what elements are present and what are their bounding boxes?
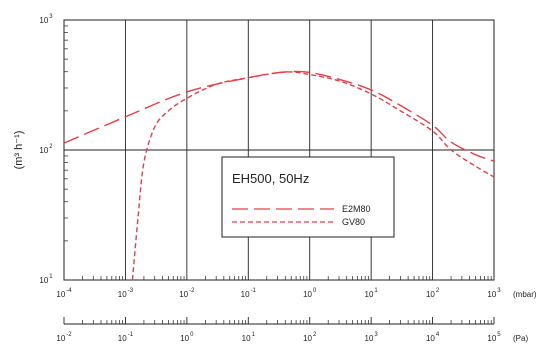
x-axis-mbar-unit: (mbar) (513, 290, 537, 299)
series-layer (63, 70, 495, 281)
y-axis-label: (m³ h⁻¹) (13, 131, 25, 170)
x-pa-tick-label-1: 10-1 (118, 332, 134, 343)
x-mbar-tick-label-0: 10-4 (56, 288, 72, 299)
minor-ticks (64, 25, 492, 280)
y-axis-ticks: 101 102 103 (39, 14, 53, 285)
series-line-gv80 (131, 71, 495, 281)
legend-title: EH500, 50Hz (232, 171, 309, 186)
legend: EH500, 50Hz E2M80 GV80 (221, 156, 395, 238)
legend-label-e2m80: E2M80 (342, 204, 371, 214)
x-pa-tick-label-4: 102 (303, 332, 317, 343)
x-pa-tick-label-7: 105 (487, 332, 501, 343)
x-axis-mbar-ticks: 10-4 10-3 10-2 10-1 100 101 102 103 (56, 288, 501, 299)
x-mbar-tick-label-4: 100 (303, 288, 317, 299)
x-mbar-tick-label-1: 10-3 (118, 288, 134, 299)
x-pa-tick-label-0: 10-2 (56, 332, 72, 343)
y-tick-label-0: 101 (39, 274, 53, 285)
series-line-e2m80 (63, 70, 495, 162)
x-mbar-tick-label-6: 102 (426, 288, 440, 299)
x-pa-tick-label-6: 104 (426, 332, 440, 343)
grid (63, 19, 495, 281)
x-mbar-tick-label-5: 101 (365, 288, 379, 299)
x-axis-pa: 10-2 10-1 100 101 102 103 104 105 (56, 317, 501, 343)
x-pa-tick-label-3: 101 (242, 332, 256, 343)
legend-label-gv80: GV80 (342, 217, 365, 227)
x-mbar-tick-label-3: 10-1 (241, 288, 257, 299)
x-mbar-tick-label-2: 10-2 (179, 288, 195, 299)
y-tick-label-1: 102 (39, 144, 53, 155)
y-tick-label-2: 103 (39, 14, 53, 25)
legend-box (221, 156, 395, 238)
x-pa-tick-label-5: 103 (365, 332, 379, 343)
plot-frame (63, 19, 495, 281)
x-axis-pa-unit: (Pa) (513, 334, 528, 343)
x-mbar-tick-label-7: 103 (487, 288, 501, 299)
x-pa-tick-label-2: 100 (180, 332, 194, 343)
